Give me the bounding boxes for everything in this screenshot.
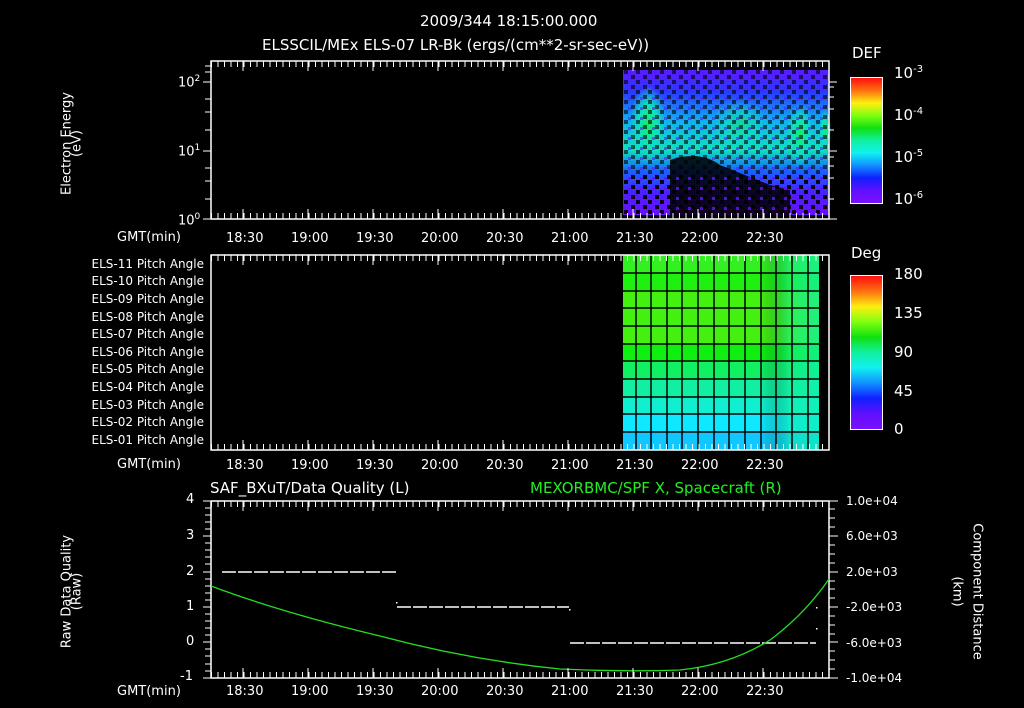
xtick: 21:30 xyxy=(616,231,654,246)
def-colorbar xyxy=(850,77,883,204)
distance-ytick: 1.0e+04 xyxy=(846,494,898,508)
pitch-row-label: ELS-05 Pitch Angle xyxy=(91,362,204,376)
deg-label: 180 xyxy=(894,265,923,283)
xtick: 20:00 xyxy=(421,684,459,699)
distance-ytick: -2.0e+03 xyxy=(846,600,903,614)
quality-ytick: 2 xyxy=(186,564,195,579)
deg-label: 45 xyxy=(894,382,914,400)
def-label-1e-3: 10-3 xyxy=(894,64,924,82)
xtick: 20:30 xyxy=(486,231,524,246)
pitch-row-label: ELS-07 Pitch Angle xyxy=(91,327,204,341)
def-label-1e-5: 10-5 xyxy=(894,148,924,166)
distance-ytick: -6.0e+03 xyxy=(846,636,903,650)
xtick: 22:00 xyxy=(681,458,719,473)
xtick: 19:00 xyxy=(291,231,329,246)
xtick: 21:00 xyxy=(551,684,589,699)
xtick: 22:30 xyxy=(746,458,784,473)
xtick: 18:30 xyxy=(226,684,264,699)
xtick: 18:30 xyxy=(226,231,264,246)
energy-ylabel-unit: (eV) xyxy=(69,129,85,158)
quality-xlabel: GMT(min) xyxy=(117,684,181,699)
pitch-row-label: ELS-02 Pitch Angle xyxy=(91,415,204,429)
xtick: 22:00 xyxy=(681,684,719,699)
plot-subtitle: ELSSCIL/MEx ELS-07 LR-Bk (ergs/(cm**2-sr… xyxy=(262,36,650,54)
def-label-1e-4: 10-4 xyxy=(894,106,924,124)
distance-ytick: 2.0e+03 xyxy=(846,565,898,579)
pitch-row-label: ELS-06 Pitch Angle xyxy=(91,345,204,359)
xtick: 19:00 xyxy=(291,458,329,473)
xtick: 22:00 xyxy=(681,231,719,246)
xtick: 20:30 xyxy=(486,458,524,473)
xtick: 19:30 xyxy=(356,684,394,699)
deg-label: 135 xyxy=(894,304,923,322)
ticks-p1 xyxy=(242,61,764,219)
distance-ytick: -1.0e+04 xyxy=(846,671,903,685)
pitch-row-label: ELS-09 Pitch Angle xyxy=(91,292,204,306)
deg-label: 0 xyxy=(894,420,904,438)
energy-xlabel: GMT(min) xyxy=(117,230,181,245)
xtick: 19:30 xyxy=(356,231,394,246)
energy-ytick-1: 100 xyxy=(178,212,201,229)
quality-ytick: 3 xyxy=(186,528,195,543)
xtick: 21:00 xyxy=(551,458,589,473)
xtick: 21:30 xyxy=(616,458,654,473)
xtick: 20:00 xyxy=(421,231,459,246)
energy-ytick-10: 101 xyxy=(178,143,201,160)
distance-ylabel: Component Distance xyxy=(969,523,985,660)
energy-ytick-100: 102 xyxy=(178,74,201,91)
def-label-1e-6: 10-6 xyxy=(894,190,924,208)
deg-colorbar xyxy=(850,275,883,430)
quality-right-title: MEXORBMC/SPF X, Spacecraft (R) xyxy=(530,479,782,497)
xtick: 21:30 xyxy=(616,684,654,699)
pitch-row-label: ELS-03 Pitch Angle xyxy=(91,398,204,412)
pitch-row-label: ELS-04 Pitch Angle xyxy=(91,380,204,394)
distance-ylabel-unit: (km) xyxy=(949,576,965,607)
quality-ytick: -1 xyxy=(180,669,193,684)
deg-colorbar-title: Deg xyxy=(851,244,882,262)
quality-ylabel-unit: (Raw) xyxy=(69,572,85,611)
quality-ytick: 1 xyxy=(186,599,195,614)
pitch-row-label: ELS-01 Pitch Angle xyxy=(91,433,204,447)
xtick: 21:00 xyxy=(551,231,589,246)
quality-ytick: 4 xyxy=(186,492,195,507)
xtick: 20:30 xyxy=(486,684,524,699)
quality-left-title: SAF_BXuT/Data Quality (L) xyxy=(210,479,410,497)
deg-label: 90 xyxy=(894,343,914,361)
xtick: 22:30 xyxy=(746,684,784,699)
xtick: 19:00 xyxy=(291,684,329,699)
xtick: 18:30 xyxy=(226,458,264,473)
xtick: 20:00 xyxy=(421,458,459,473)
xtick: 19:30 xyxy=(356,458,394,473)
quality-ytick: 0 xyxy=(186,634,195,649)
pitch-xlabel: GMT(min) xyxy=(117,457,181,472)
pitch-row-label: ELS-11 Pitch Angle xyxy=(91,257,204,271)
xtick: 22:30 xyxy=(746,231,784,246)
def-colorbar-title: DEF xyxy=(852,44,882,62)
distance-ytick: 6.0e+03 xyxy=(846,529,898,543)
pitch-row-label: ELS-10 Pitch Angle xyxy=(91,274,204,288)
plot-datetime: 2009/344 18:15:00.000 xyxy=(420,12,598,30)
pitch-row-label: ELS-08 Pitch Angle xyxy=(91,310,204,324)
